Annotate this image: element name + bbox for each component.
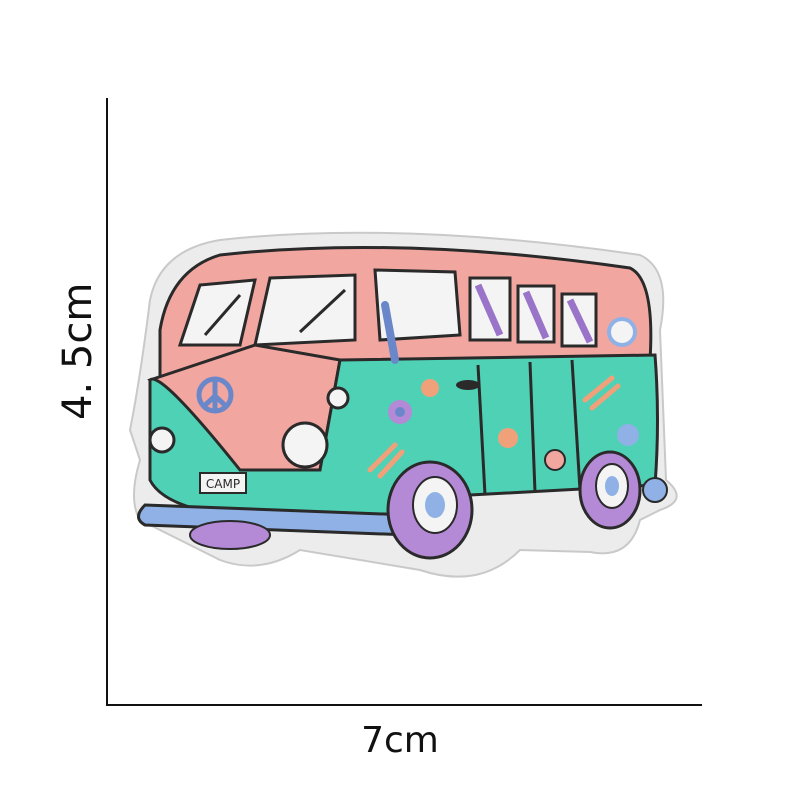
eye-icon xyxy=(456,380,480,390)
sun-icon xyxy=(607,317,637,347)
peace-sign-icon xyxy=(196,376,234,414)
door-lines xyxy=(476,359,582,496)
rear-wheel xyxy=(578,450,642,530)
pink-sun-icon xyxy=(498,428,518,448)
front-left-wheel xyxy=(189,520,271,550)
width-dimension-line xyxy=(106,704,702,706)
height-dimension-line xyxy=(106,98,108,706)
blue-dot xyxy=(617,424,639,446)
wiper-right xyxy=(298,288,347,334)
pink-flower-icon xyxy=(544,449,566,471)
orange-dot xyxy=(421,379,439,397)
small-light-top xyxy=(326,386,350,410)
front-window-left xyxy=(177,278,257,347)
license-plate xyxy=(199,472,247,494)
side-window-1 xyxy=(373,268,462,342)
front-window-right xyxy=(253,273,357,347)
shooting-star-icon xyxy=(367,442,405,479)
wiper-left xyxy=(203,294,242,336)
shooting-star-icon-2 xyxy=(582,375,621,411)
license-plate-text: CAMP xyxy=(206,477,240,491)
front-wheel xyxy=(386,460,474,560)
flower-icon xyxy=(388,400,412,424)
rear-bumper-end xyxy=(642,477,668,503)
side-mirror xyxy=(381,301,399,364)
headlight xyxy=(281,421,329,469)
small-light-left xyxy=(148,426,176,454)
width-label: 7cm xyxy=(361,720,439,761)
window-stripes xyxy=(474,283,594,344)
